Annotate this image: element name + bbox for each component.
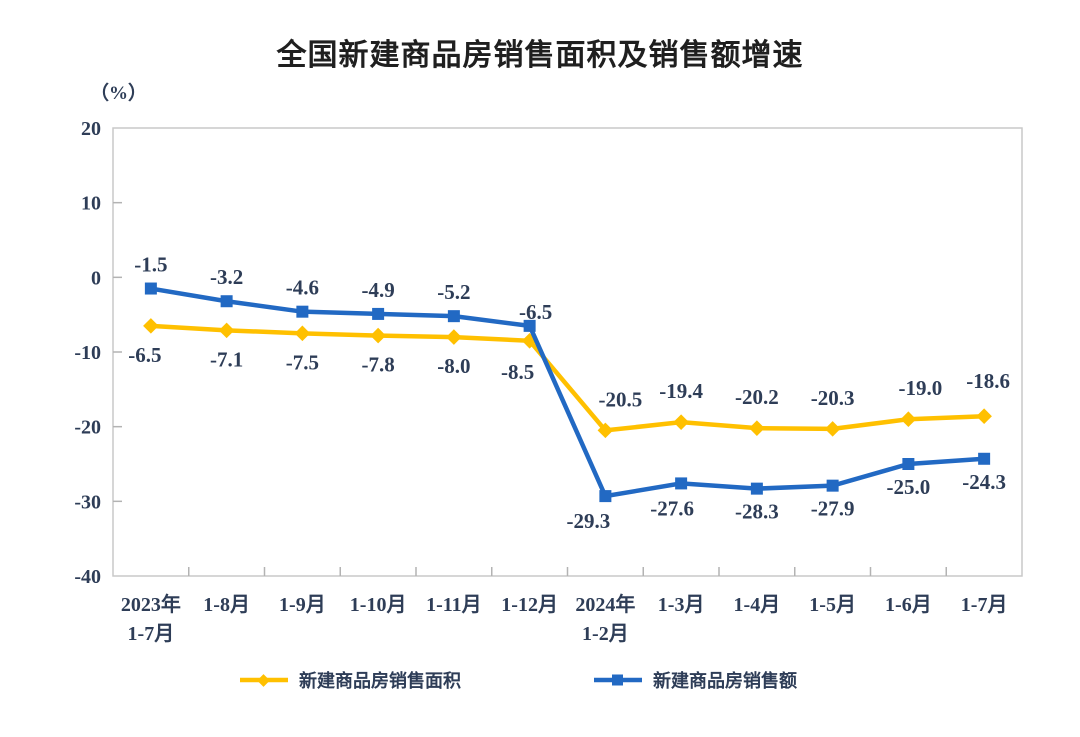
y-axis-unit-label: （%）	[90, 81, 147, 104]
chart-title: 全国新建商品房销售面积及销售额增速	[276, 39, 804, 72]
data-label: -19.0	[899, 376, 943, 400]
data-label: -20.2	[735, 385, 779, 409]
x-tick-label: 1-3月	[658, 594, 705, 616]
y-tick-label: 20	[81, 118, 101, 140]
data-label: -27.9	[811, 497, 855, 521]
diamond-marker	[143, 318, 159, 334]
x-tick-label: 1-4月	[734, 594, 781, 616]
data-label: -19.4	[659, 379, 703, 403]
square-marker	[144, 282, 157, 295]
data-label: -20.3	[811, 386, 855, 410]
diamond-marker	[749, 420, 765, 436]
data-label: -20.5	[599, 387, 643, 411]
data-label: -4.9	[362, 278, 395, 302]
y-tick-label: 0	[91, 267, 101, 289]
x-tick-label: 1-9月	[279, 594, 326, 616]
data-label: -6.5	[519, 300, 552, 324]
data-labels: -6.5 -7.1 -7.5 -7.8 -8.0 -8.5 -20.5 -19.4 -20.2 -…	[128, 253, 1010, 534]
x-tick-label: 2024年 1-2月	[575, 592, 635, 645]
legend-label-sales-amount: 新建商品房销售额	[653, 671, 797, 691]
diamond-marker	[446, 329, 462, 345]
data-label: -6.5	[128, 343, 161, 367]
data-label: -8.5	[501, 360, 534, 384]
square-marker	[372, 307, 385, 320]
series-0-line	[143, 318, 992, 439]
diamond-marker	[218, 322, 235, 339]
legend-item-sales-amount: 新建商品房销售额	[593, 667, 797, 693]
data-label: -5.2	[437, 280, 470, 304]
diamond-marker	[673, 414, 689, 430]
x-tick-label: 1-12月	[501, 594, 558, 616]
diamond-marker	[900, 411, 917, 427]
diamond-marker	[824, 421, 841, 437]
legend-diamond-marker-icon	[240, 674, 288, 687]
data-label: -3.2	[210, 265, 243, 289]
square-marker	[599, 490, 612, 503]
square-marker	[675, 477, 688, 490]
data-label: -7.5	[286, 350, 319, 374]
legend-square-marker-icon	[594, 674, 642, 686]
diamond-marker	[294, 325, 311, 342]
square-marker	[978, 452, 991, 465]
y-tick-label: -30	[74, 491, 101, 513]
legend-label-sales-area: 新建商品房销售面积	[299, 671, 461, 691]
line-chart-canvas: 20 10 0 -10 -20 -30 -40 （%） 2023年 1-7月 1-8月 1-9月 1-1…	[74, 81, 1023, 645]
y-axis: 20 10 0 -10 -20 -30 -40 （%）	[74, 81, 147, 588]
square-marker	[220, 295, 233, 308]
square-marker	[296, 305, 309, 318]
square-marker	[826, 479, 839, 492]
x-tick-label: 2023年 1-7月	[121, 592, 181, 645]
series-polyline	[150, 286, 985, 499]
chart-legend: 新建商品房销售面积 新建商品房销售额	[0, 663, 1058, 697]
x-tick-label: 1-5月	[809, 594, 856, 616]
diamond-marker	[976, 408, 992, 424]
data-label: -7.1	[210, 347, 243, 371]
square-marker	[750, 482, 763, 495]
square-marker	[902, 458, 915, 470]
y-tick-label: -10	[74, 342, 101, 364]
x-tick-label: 1-8月	[203, 594, 250, 616]
series-1-line	[144, 282, 991, 503]
x-tick-label: 1-7月	[961, 594, 1008, 616]
legend-item-sales-area: 新建商品房销售面积	[239, 667, 461, 693]
data-label: -8.0	[437, 354, 470, 378]
data-label: -28.3	[735, 500, 779, 524]
x-tick-label: 1-11月	[426, 594, 482, 616]
data-label: -25.0	[887, 475, 931, 499]
square-marker	[447, 310, 460, 323]
data-label: -29.3	[567, 509, 611, 533]
data-label: -27.6	[650, 496, 694, 520]
data-label: -1.5	[134, 253, 167, 277]
y-tick-label: 10	[81, 193, 101, 215]
y-tick-label: -20	[74, 417, 101, 439]
series-polyline	[150, 323, 985, 433]
x-tick-label: 1-6月	[885, 594, 932, 616]
data-label: -24.3	[962, 470, 1006, 494]
diamond-marker	[370, 327, 386, 344]
x-axis: 2023年 1-7月 1-8月 1-9月 1-10月 1-11月 1-12月 2024年 1-2…	[121, 567, 1008, 645]
x-tick-label: 1-10月	[350, 594, 407, 616]
data-label: -4.6	[286, 276, 319, 300]
square-marker	[523, 319, 536, 332]
data-label: -18.6	[966, 369, 1010, 393]
data-label: -7.8	[362, 353, 395, 377]
y-tick-label: -40	[74, 566, 101, 588]
